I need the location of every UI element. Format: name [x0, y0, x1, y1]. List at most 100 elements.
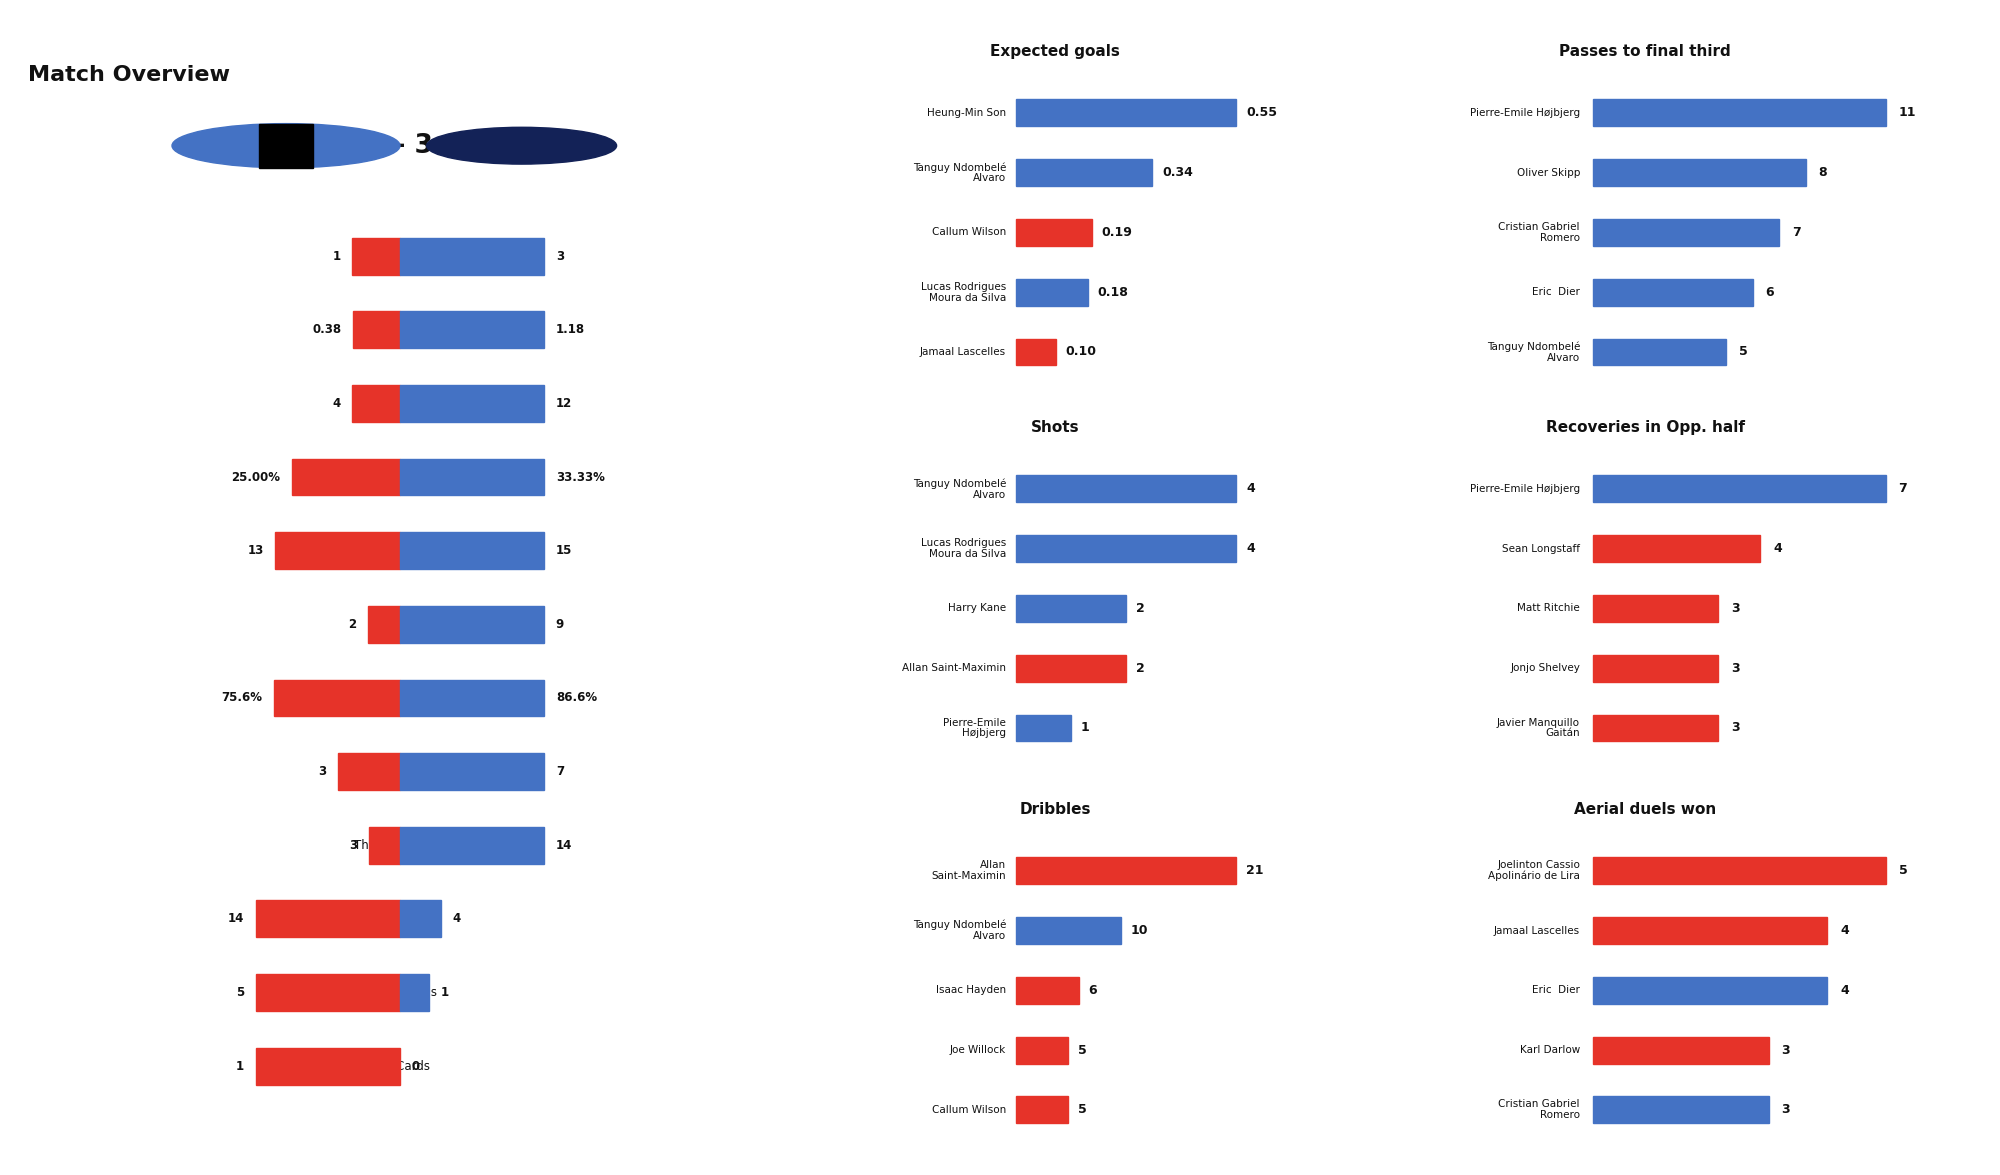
- Text: 15: 15: [556, 544, 572, 557]
- Text: 1: 1: [236, 1060, 244, 1073]
- Text: 0.34: 0.34: [1162, 166, 1192, 180]
- Bar: [1016, 100, 1236, 127]
- Text: 5: 5: [1738, 345, 1748, 358]
- Bar: [274, 532, 400, 569]
- Text: Joelinton Cassio
Apolinário de Lira: Joelinton Cassio Apolinário de Lira: [1488, 860, 1580, 881]
- Bar: [400, 827, 544, 864]
- Text: 4: 4: [1774, 542, 1782, 556]
- Text: Jamaal Lascelles: Jamaal Lascelles: [920, 347, 1006, 357]
- Text: 4: 4: [332, 397, 340, 410]
- Text: 5: 5: [236, 986, 244, 999]
- Text: Recoveries in Opp. half: Recoveries in Opp. half: [1546, 421, 1744, 435]
- Text: 9: 9: [556, 618, 564, 631]
- Text: 0.55: 0.55: [1246, 107, 1278, 120]
- Bar: [352, 385, 400, 422]
- Text: 5: 5: [1078, 1043, 1086, 1056]
- Bar: [1592, 219, 1780, 246]
- Bar: [1016, 160, 1152, 186]
- Text: 4: 4: [1246, 483, 1254, 496]
- Text: Karl Darlow: Karl Darlow: [1520, 1045, 1580, 1055]
- Text: 1: 1: [1080, 721, 1090, 734]
- Bar: [256, 1048, 400, 1085]
- Text: 0.18: 0.18: [1098, 286, 1128, 298]
- Text: Aerial duels won: Aerial duels won: [1574, 803, 1716, 817]
- Text: Tanguy Ndombelé
Alvaro: Tanguy Ndombelé Alvaro: [912, 478, 1006, 499]
- Text: Jonjo Shelvey: Jonjo Shelvey: [1510, 663, 1580, 673]
- Text: 14: 14: [556, 839, 572, 852]
- Bar: [1016, 338, 1056, 365]
- Text: Tanguy Ndombelé
Alvaro: Tanguy Ndombelé Alvaro: [1486, 342, 1580, 363]
- Text: Eric  Dier: Eric Dier: [1532, 986, 1580, 995]
- Bar: [1592, 100, 1886, 127]
- Text: 75.6%: 75.6%: [222, 691, 262, 705]
- Text: Tanguy Ndombelé
Alvaro: Tanguy Ndombelé Alvaro: [912, 162, 1006, 183]
- Bar: [400, 753, 544, 790]
- Text: 2: 2: [1136, 602, 1144, 615]
- Bar: [1592, 476, 1886, 503]
- Text: Pierre-Emile
Højbjerg: Pierre-Emile Højbjerg: [944, 718, 1006, 738]
- Text: 8: 8: [1818, 166, 1828, 180]
- Text: 12: 12: [556, 397, 572, 410]
- Text: 5: 5: [1898, 865, 1908, 878]
- Text: Oliver Skipp: Oliver Skipp: [1516, 168, 1580, 177]
- Bar: [274, 679, 400, 717]
- Text: 2: 2: [348, 618, 356, 631]
- Text: Passes to final third: Passes to final third: [1560, 45, 1730, 59]
- Bar: [1016, 1036, 1068, 1063]
- Text: Shots: Shots: [384, 397, 416, 410]
- Bar: [400, 900, 442, 938]
- Bar: [400, 385, 544, 422]
- Text: Expected goals: Expected goals: [990, 45, 1120, 59]
- Text: 2: 2: [1136, 662, 1144, 674]
- Text: 13: 13: [248, 544, 264, 557]
- Bar: [400, 679, 544, 717]
- Text: 4: 4: [452, 912, 460, 926]
- Text: Sean Longstaff: Sean Longstaff: [1502, 544, 1580, 553]
- Text: Goals Expected: Goals Expected: [354, 323, 446, 336]
- Text: Harry Kane: Harry Kane: [948, 604, 1006, 613]
- Text: Allan Saint-Maximin: Allan Saint-Maximin: [902, 663, 1006, 673]
- Bar: [354, 311, 400, 348]
- Bar: [256, 900, 400, 938]
- Bar: [1016, 476, 1236, 503]
- Bar: [400, 311, 544, 348]
- Text: 3: 3: [1782, 1103, 1790, 1116]
- Text: 0.38: 0.38: [312, 323, 342, 336]
- Text: 1: 1: [440, 986, 448, 999]
- Text: Tanguy Ndombelé
Alvaro: Tanguy Ndombelé Alvaro: [912, 920, 1006, 941]
- Bar: [1016, 595, 1126, 622]
- Text: 0: 0: [412, 1060, 420, 1073]
- Bar: [292, 458, 400, 496]
- Text: 4: 4: [1246, 542, 1254, 556]
- Bar: [1592, 160, 1806, 186]
- Text: 11: 11: [1898, 107, 1916, 120]
- Text: Jamaal Lascelles: Jamaal Lascelles: [1494, 926, 1580, 935]
- Bar: [1592, 1096, 1768, 1123]
- Text: Allan
Saint-Maximin: Allan Saint-Maximin: [932, 860, 1006, 881]
- Circle shape: [426, 127, 616, 164]
- Text: Lucas Rodrigues
Moura da Silva: Lucas Rodrigues Moura da Silva: [920, 282, 1006, 303]
- Text: 86.6%: 86.6%: [556, 691, 596, 705]
- Bar: [1016, 976, 1078, 1003]
- Text: Smart Passes: Smart Passes: [360, 765, 440, 778]
- Bar: [1016, 278, 1088, 306]
- Text: Cristian Gabriel
Romero: Cristian Gabriel Romero: [1498, 1100, 1580, 1120]
- Text: 1.18: 1.18: [556, 323, 584, 336]
- Text: Shot on
target,%: Shot on target,%: [374, 463, 426, 491]
- Text: 3: 3: [1732, 662, 1740, 674]
- Text: Match Overview: Match Overview: [28, 65, 230, 85]
- Circle shape: [172, 123, 400, 168]
- Bar: [1592, 536, 1760, 562]
- Text: Pierre-Emile Højbjerg: Pierre-Emile Højbjerg: [1470, 484, 1580, 494]
- Bar: [1592, 338, 1726, 365]
- Bar: [1592, 595, 1718, 622]
- Text: 25.00%: 25.00%: [232, 470, 280, 484]
- Bar: [1016, 654, 1126, 681]
- Text: Yellow Cards: Yellow Cards: [364, 986, 436, 999]
- Bar: [400, 532, 544, 569]
- Text: 6: 6: [1766, 286, 1774, 298]
- Bar: [1016, 858, 1236, 885]
- Text: Dribbles: Dribbles: [1020, 803, 1090, 817]
- Text: Pierre-Emile Højbjerg: Pierre-Emile Højbjerg: [1470, 108, 1580, 118]
- Text: 3: 3: [350, 839, 358, 852]
